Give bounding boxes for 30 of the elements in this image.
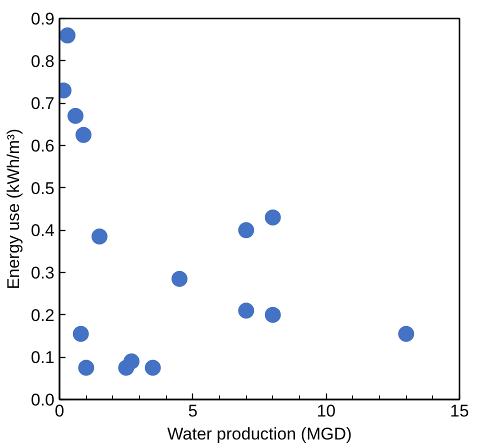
point [238, 222, 254, 238]
y-tick-label: 0.4 [30, 221, 55, 240]
x-tick-label: 5 [188, 402, 198, 420]
y-tick-label: 0.9 [30, 10, 55, 28]
y-axis-title: Energy use (kWh/m³) [4, 128, 23, 290]
x-tick-label: 15 [450, 402, 469, 420]
point [144, 360, 161, 376]
x-axis-title: Water production (MGD) [167, 424, 352, 444]
point [264, 209, 281, 226]
y-tick-label: 0.6 [30, 136, 55, 156]
y-tick-label: 0.2 [30, 306, 55, 325]
point [72, 326, 89, 342]
point [264, 306, 281, 323]
point [76, 126, 92, 143]
y-tick-label: 0.3 [30, 264, 55, 282]
y-tick-label: 0.5 [30, 178, 55, 198]
point [238, 302, 254, 319]
point [172, 270, 188, 287]
x-tick-label: 10 [316, 402, 336, 420]
y-tick-label: 0.8 [30, 52, 55, 71]
point [124, 353, 140, 370]
y-tick-label: 0.0 [30, 390, 55, 410]
point [60, 27, 76, 44]
point [398, 326, 414, 342]
point [68, 108, 84, 124]
y-tick-label: 0.1 [30, 348, 55, 368]
point [78, 360, 94, 376]
y-tick-label: 0.7 [30, 94, 55, 114]
point [92, 228, 108, 244]
x-tick-label: 0 [54, 402, 64, 420]
